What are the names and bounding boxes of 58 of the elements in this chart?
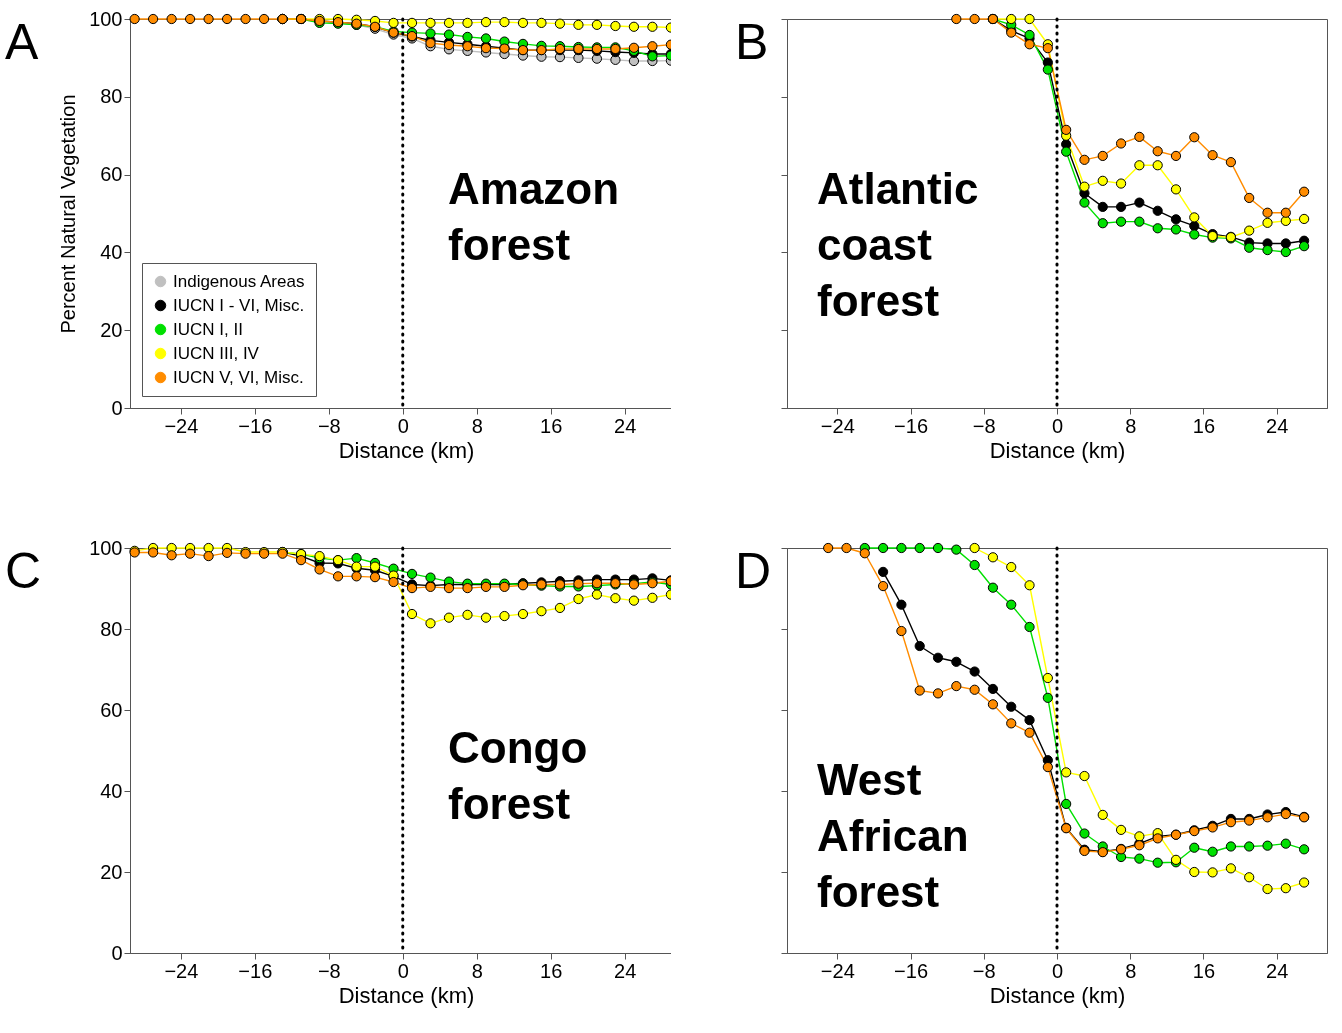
x-tick-label: 8 bbox=[1125, 959, 1137, 982]
x-tick-label: −8 bbox=[317, 414, 341, 437]
x-tick-label: 16 bbox=[1192, 959, 1216, 982]
y-tick-label: 0 bbox=[111, 396, 123, 419]
x-tick-label: −16 bbox=[238, 959, 273, 982]
x-tick-label: −8 bbox=[317, 959, 341, 982]
x-tick-label: 16 bbox=[540, 414, 563, 437]
x-tick-label: 24 bbox=[614, 414, 637, 437]
y-tick-label: 40 bbox=[100, 779, 123, 802]
legend-label: IUCN V, VI, Misc. bbox=[173, 367, 304, 387]
legend-label: IUCN I - VI, Misc. bbox=[173, 295, 305, 315]
x-tick-label: −8 bbox=[972, 414, 996, 437]
x-axis-title: Distance (km) bbox=[338, 982, 475, 1008]
x-tick-label: −16 bbox=[894, 414, 929, 437]
x-axis-title: Distance (km) bbox=[338, 437, 475, 463]
y-tick-label: 60 bbox=[100, 698, 123, 721]
annotation: Atlantic coast forest bbox=[817, 164, 979, 325]
chart-title: C bbox=[5, 543, 42, 599]
x-axis-title: Distance (km) bbox=[989, 437, 1126, 463]
x-tick-label: 24 bbox=[614, 959, 637, 982]
x-tick-label: −8 bbox=[972, 959, 996, 982]
legend-label: IUCN III, IV bbox=[173, 343, 260, 363]
chart-title: D bbox=[735, 543, 772, 599]
x-tick-label: 24 bbox=[1266, 414, 1289, 437]
x-tick-label: 24 bbox=[1266, 959, 1289, 982]
annotation: Amazon forest bbox=[448, 164, 620, 269]
annotation: Congo forest bbox=[448, 723, 588, 828]
x-tick-label: 16 bbox=[540, 959, 563, 982]
y-tick-label: 80 bbox=[100, 617, 123, 640]
x-tick-label: 0 bbox=[1051, 959, 1064, 982]
x-tick-label: 8 bbox=[1125, 414, 1137, 437]
y-tick-label: 80 bbox=[100, 85, 123, 108]
y-tick-label: 0 bbox=[111, 941, 123, 964]
x-axis-title: Distance (km) bbox=[989, 982, 1126, 1008]
x-tick-label: 0 bbox=[1051, 414, 1064, 437]
x-tick-label: −16 bbox=[894, 959, 929, 982]
y-tick-label: 20 bbox=[100, 318, 123, 341]
y-tick-label: 20 bbox=[100, 860, 123, 883]
y-tick-label: 60 bbox=[100, 163, 123, 186]
x-tick-label: −24 bbox=[820, 959, 855, 982]
chart-title: B bbox=[735, 14, 769, 70]
y-tick-label: 40 bbox=[100, 240, 123, 263]
x-tick-label: 0 bbox=[397, 959, 409, 982]
y-tick-label: 100 bbox=[89, 536, 123, 559]
x-tick-label: −24 bbox=[820, 414, 855, 437]
x-tick-label: 8 bbox=[471, 414, 483, 437]
x-tick-label: 8 bbox=[471, 959, 483, 982]
y-tick-label: 100 bbox=[89, 7, 123, 30]
x-tick-label: 0 bbox=[397, 414, 409, 437]
y-axis-title: Percent Natural Vegetation bbox=[57, 94, 80, 334]
x-tick-label: −24 bbox=[164, 414, 199, 437]
chart-title: A bbox=[5, 14, 39, 70]
x-tick-label: −16 bbox=[238, 414, 273, 437]
x-tick-label: −24 bbox=[164, 959, 199, 982]
legend-label: Indigenous Areas bbox=[173, 271, 305, 291]
legend-label: IUCN I, II bbox=[173, 319, 243, 339]
x-tick-label: 16 bbox=[1192, 414, 1216, 437]
annotation: West African forest bbox=[817, 755, 969, 916]
